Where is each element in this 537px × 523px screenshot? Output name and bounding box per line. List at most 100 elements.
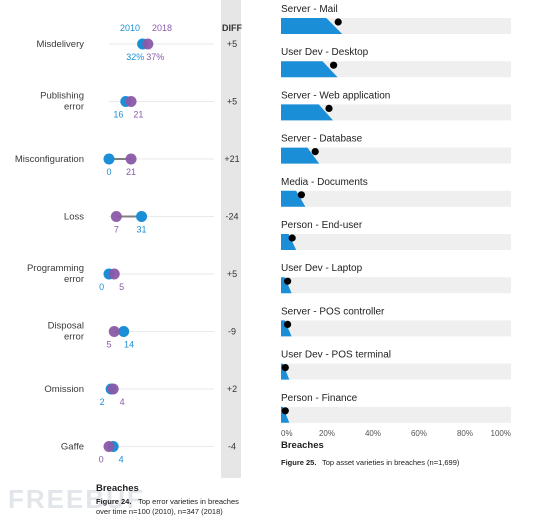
dumbbell-row: Misconfiguration 0 21 +21	[15, 153, 240, 177]
bar-value-marker	[284, 320, 292, 328]
figure25-caption-bold: Figure 25.	[281, 458, 316, 467]
bar-value-marker	[330, 61, 338, 69]
category-label: Gaffe	[61, 442, 84, 453]
dumbbell-row: Misdelivery 32% 37% +5	[36, 38, 237, 62]
bar-rows: Server - Mail User Dev - Desktop Server - …	[281, 4, 511, 423]
diff-value: +2	[227, 384, 237, 394]
bar-track	[281, 104, 511, 121]
bar	[281, 277, 292, 294]
figure24-caption-bold: Figure 24.	[96, 497, 131, 506]
point-2018	[107, 383, 119, 395]
bar-category-label: Server - Database	[281, 134, 363, 145]
value-label-2018: 21	[133, 110, 143, 120]
point-2018	[125, 153, 137, 165]
bar-value-marker	[284, 277, 292, 285]
dumbbell-row: Omission 2 4 +2	[44, 383, 237, 407]
diff-value: -9	[228, 327, 236, 337]
bar	[281, 104, 333, 121]
value-label-2010: 0	[99, 282, 104, 292]
diff-value: +5	[227, 97, 237, 107]
value-label-2018: 5	[106, 340, 111, 350]
value-label-2010: 14	[124, 340, 134, 350]
x-axis-label: Breaches	[281, 440, 324, 451]
value-label-2010: 2	[100, 397, 105, 407]
bar	[281, 320, 292, 337]
dumbbell-row: Disposal error 14 5 -9	[48, 321, 236, 350]
bar-value-marker	[288, 234, 296, 242]
bar-category-label: Media - Documents	[281, 177, 368, 188]
x-tick-label: 40%	[365, 429, 381, 438]
diff-column-band	[221, 0, 241, 478]
bar	[281, 190, 306, 207]
bar-category-label: Person - Finance	[281, 393, 358, 404]
dumbbell-row: Programming error 0 5 +5	[27, 263, 237, 292]
bar	[281, 18, 343, 34]
x-tick-label: 20%	[319, 429, 335, 438]
bar	[281, 61, 338, 78]
x-tick-label: 100%	[491, 429, 511, 438]
watermark: FREEBUF	[8, 484, 145, 514]
bar-row: Server - Database	[281, 134, 511, 164]
bar-row: User Dev - Desktop	[281, 47, 511, 78]
bar-row: Media - Documents	[281, 177, 511, 207]
diff-value: +5	[227, 39, 237, 49]
bar-value-marker	[281, 364, 289, 372]
point-2018	[108, 268, 120, 280]
diff-header: DIFF	[222, 23, 242, 33]
bar-track	[281, 363, 511, 380]
bar-row: User Dev - Laptop	[281, 263, 511, 294]
category-label: Loss	[64, 212, 84, 223]
value-label-2018: 0	[99, 455, 104, 465]
point-2018	[110, 211, 122, 222]
category-label: Programming error	[27, 263, 84, 285]
category-label: Disposal error	[48, 321, 84, 343]
bar	[281, 147, 320, 164]
diff-value: +21	[224, 154, 239, 164]
point-2018	[103, 441, 115, 452]
value-label-2018: 4	[120, 397, 125, 407]
category-label: Publishing error	[40, 91, 84, 113]
bar-track	[281, 406, 511, 423]
bar-track	[281, 61, 511, 78]
bar-row: Person - End-user	[281, 220, 511, 250]
bar-category-label: Server - Mail	[281, 4, 338, 15]
bar-row: Server - POS controller	[281, 306, 511, 337]
diff-value: -24	[225, 212, 238, 222]
bar	[281, 234, 297, 250]
bar-value-marker	[311, 148, 319, 156]
figure25-caption-text: Top asset varieties in breaches (n=1,699…	[322, 458, 460, 467]
bar-row: Person - Finance	[281, 393, 511, 423]
category-label: Omission	[44, 384, 84, 395]
value-label-2010: 16	[113, 110, 123, 120]
category-label: Misconfiguration	[15, 154, 84, 165]
diff-value: -4	[228, 442, 236, 452]
bar-value-marker	[325, 104, 333, 112]
diff-value: +5	[227, 269, 237, 279]
point-2018	[108, 326, 120, 337]
value-label-2018: 7	[114, 225, 119, 235]
point-2018	[142, 38, 154, 50]
bar-value-marker	[281, 407, 289, 415]
bar-category-label: Person - End-user	[281, 220, 363, 231]
bar-row: Server - Web application	[281, 90, 511, 121]
bar-category-label: User Dev - POS terminal	[281, 350, 391, 361]
point-2010	[136, 211, 148, 222]
x-axis-ticks: 0% 20% 40% 60% 80% 100%	[281, 429, 511, 438]
point-2018	[125, 96, 137, 107]
bar-track	[281, 234, 511, 250]
bar-value-marker	[297, 191, 305, 199]
bar-row: User Dev - POS terminal	[281, 350, 511, 380]
x-tick-label: 80%	[457, 429, 473, 438]
bar-row: Server - Mail	[281, 4, 511, 34]
x-tick-label: 0%	[281, 429, 293, 438]
x-tick-label: 60%	[411, 429, 427, 438]
figure24-caption-line2: over time n=100 (2010), n=347 (2018)	[96, 507, 223, 516]
bar-track	[281, 277, 511, 294]
point-2010	[118, 326, 130, 337]
value-label-2010: 0	[106, 167, 111, 177]
value-label-2010: 4	[119, 455, 124, 465]
bar-track	[281, 320, 511, 337]
category-label: Misdelivery	[36, 39, 84, 50]
